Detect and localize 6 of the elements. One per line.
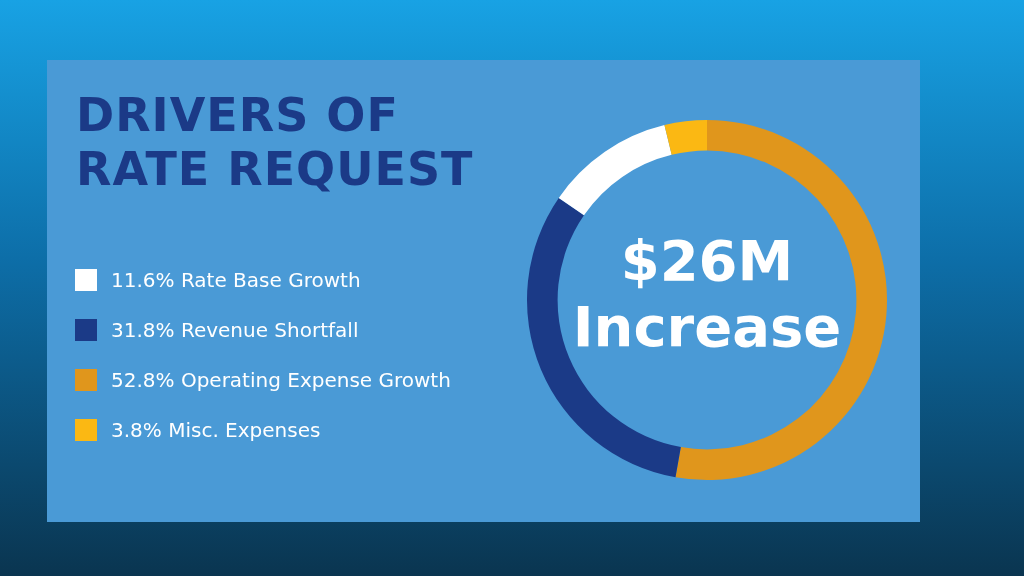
text: $26M Increase: [571, 228, 843, 360]
legend-label: 3.8% Misc. Expenses: [111, 418, 321, 442]
legend-label: 11.6% Rate Base Growth: [111, 268, 361, 292]
legend-label: 31.8% Revenue Shortfall: [111, 318, 359, 342]
chart-title: DRIVERS OF RATE REQUEST: [76, 88, 475, 196]
legend-label: 52.8% Operating Expense Growth: [111, 368, 451, 392]
